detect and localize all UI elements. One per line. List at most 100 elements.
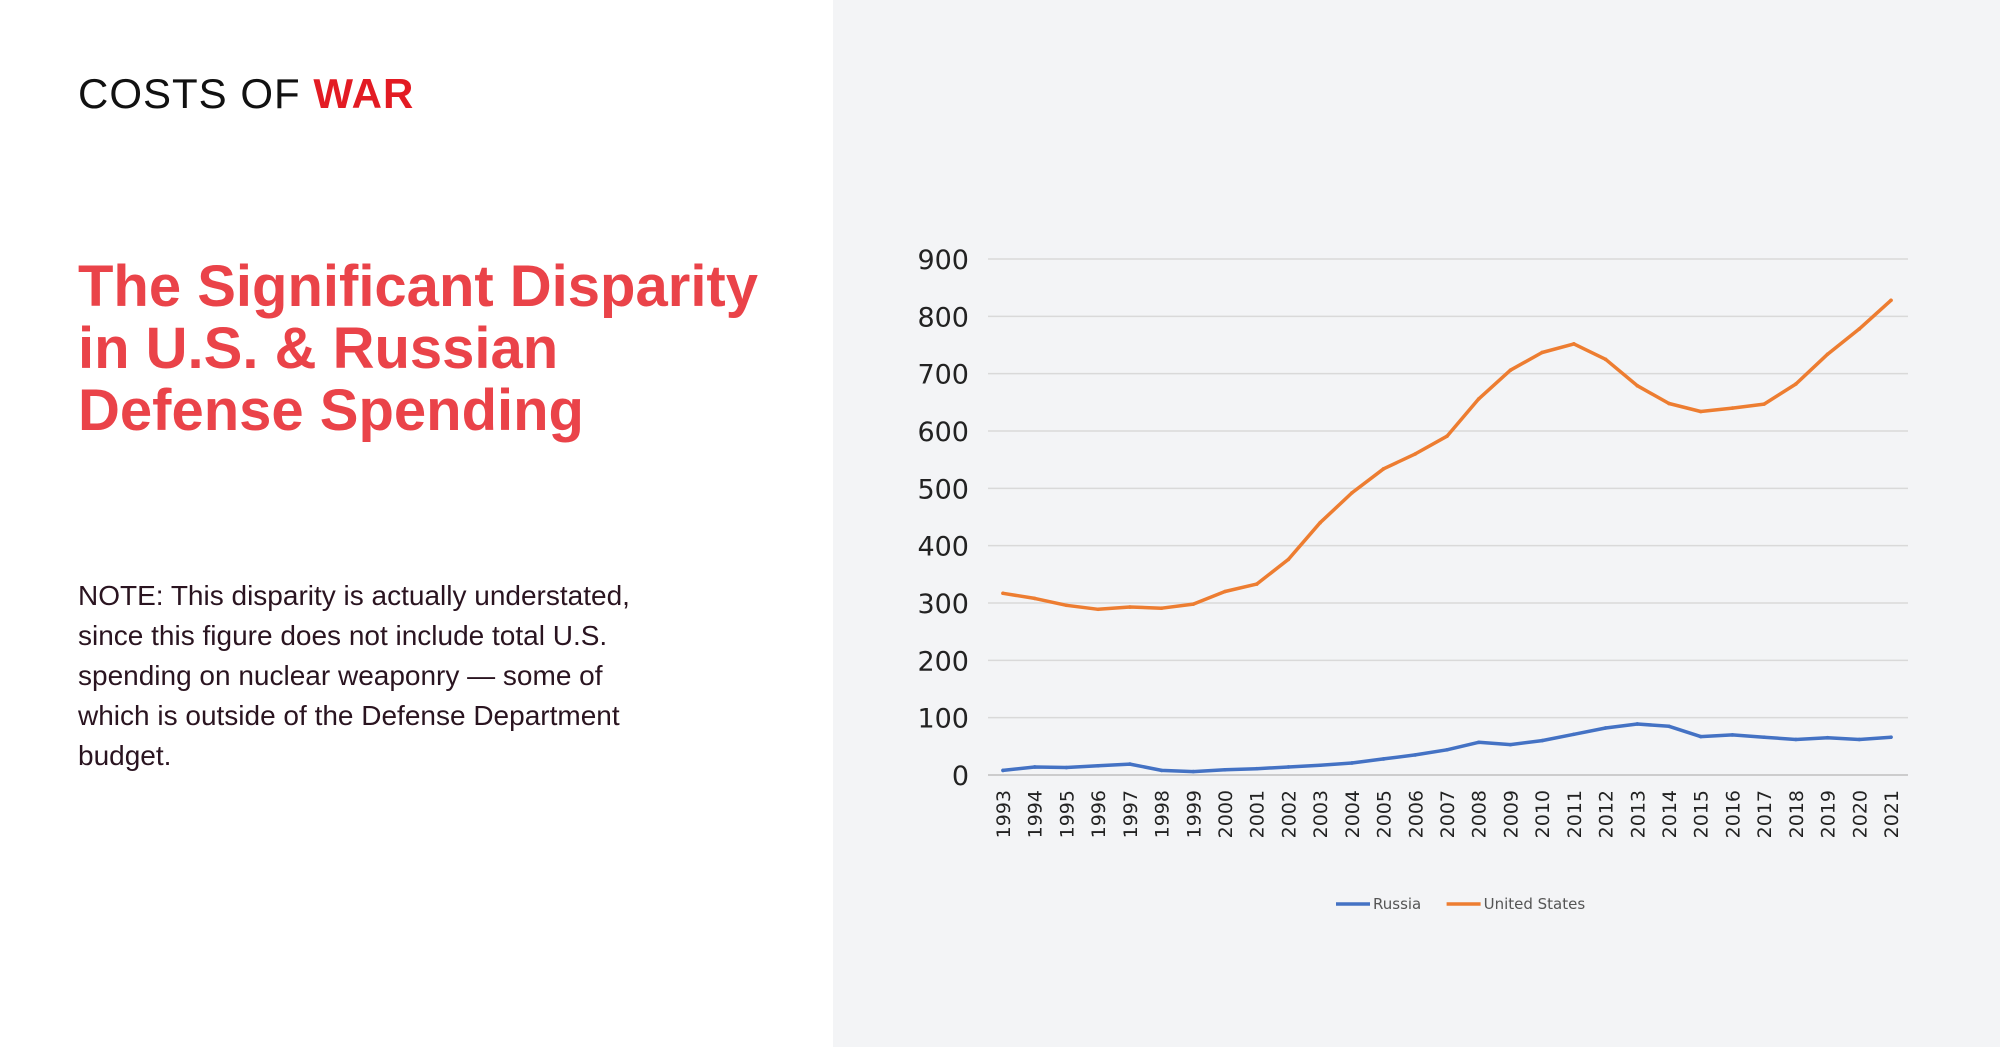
x-tick-label-2017: 2017 bbox=[1754, 790, 1776, 838]
y-tick-label-500: 500 bbox=[917, 474, 969, 505]
note-text: NOTE: This disparity is actually underst… bbox=[78, 580, 630, 771]
data-point-russia-2005 bbox=[1381, 757, 1386, 761]
data-point-united-states-1996 bbox=[1096, 607, 1100, 612]
data-point-united-states-2008 bbox=[1476, 397, 1481, 401]
x-tick-label-2021: 2021 bbox=[1881, 790, 1903, 838]
x-tick-label-2007: 2007 bbox=[1437, 790, 1459, 838]
data-point-united-states-1995 bbox=[1064, 603, 1069, 608]
data-point-united-states-2010 bbox=[1540, 350, 1544, 355]
data-point-united-states-2011 bbox=[1572, 342, 1576, 346]
x-tick-label-2015: 2015 bbox=[1691, 790, 1713, 838]
x-tick-label-2013: 2013 bbox=[1627, 790, 1649, 838]
data-point-united-states-2017 bbox=[1762, 402, 1766, 406]
brand-logo: COSTS OF WAR bbox=[78, 70, 414, 118]
data-point-russia-2010 bbox=[1540, 738, 1544, 743]
x-tick-label-2012: 2012 bbox=[1596, 790, 1618, 838]
data-point-russia-2019 bbox=[1825, 735, 1830, 740]
data-point-russia-2006 bbox=[1413, 753, 1418, 757]
data-point-russia-2011 bbox=[1572, 732, 1576, 737]
brand-emphasis: WAR bbox=[313, 70, 415, 117]
y-tick-label-700: 700 bbox=[917, 360, 969, 391]
data-point-russia-2013 bbox=[1635, 722, 1640, 726]
data-point-united-states-2000 bbox=[1223, 589, 1227, 594]
series-lines bbox=[1001, 298, 1893, 774]
data-point-russia-2020 bbox=[1857, 737, 1862, 742]
y-tick-label-400: 400 bbox=[917, 532, 969, 563]
data-point-russia-2004 bbox=[1350, 761, 1354, 765]
x-tick-label-1999: 1999 bbox=[1183, 790, 1205, 838]
x-tick-label-1995: 1995 bbox=[1056, 790, 1078, 838]
page-title: The Significant Disparity in U.S. & Russ… bbox=[78, 254, 758, 443]
data-point-russia-2021 bbox=[1889, 735, 1893, 739]
y-tick-label-900: 900 bbox=[917, 245, 969, 276]
data-point-united-states-2014 bbox=[1667, 401, 1671, 406]
data-point-united-states-2007 bbox=[1445, 434, 1449, 438]
data-point-russia-2002 bbox=[1286, 765, 1291, 769]
x-tick-label-1994: 1994 bbox=[1025, 790, 1047, 838]
data-point-united-states-2018 bbox=[1794, 382, 1798, 386]
data-point-united-states-2012 bbox=[1603, 357, 1608, 362]
data-point-russia-2015 bbox=[1698, 734, 1703, 739]
data-point-united-states-2006 bbox=[1413, 452, 1418, 456]
data-point-united-states-1994 bbox=[1032, 596, 1037, 601]
x-tick-label-2019: 2019 bbox=[1818, 790, 1840, 838]
legend: Russia United States bbox=[1336, 895, 1585, 913]
data-point-united-states-1997 bbox=[1128, 605, 1132, 609]
x-tick-label-2006: 2006 bbox=[1405, 790, 1427, 838]
x-tick-label-2005: 2005 bbox=[1374, 790, 1396, 838]
left-panel bbox=[0, 0, 833, 1047]
series-line-russia bbox=[1001, 722, 1893, 774]
y-axis-ticks: 0 100 200 300 400 500 600 700 800 900 bbox=[917, 245, 969, 792]
data-point-united-states-2020 bbox=[1857, 327, 1862, 331]
x-tick-label-2002: 2002 bbox=[1278, 790, 1300, 838]
x-tick-label-2014: 2014 bbox=[1659, 790, 1681, 838]
data-point-united-states-2021 bbox=[1889, 298, 1893, 303]
x-tick-label-1998: 1998 bbox=[1152, 790, 1174, 838]
data-point-united-states-2001 bbox=[1254, 582, 1259, 586]
data-point-russia-2008 bbox=[1476, 740, 1481, 745]
y-tick-label-600: 600 bbox=[917, 417, 969, 448]
data-point-united-states-1999 bbox=[1191, 602, 1196, 606]
legend-label-russia: Russia bbox=[1373, 895, 1421, 913]
data-point-russia-2003 bbox=[1318, 763, 1322, 768]
data-point-russia-1994 bbox=[1032, 765, 1037, 769]
data-point-united-states-2019 bbox=[1825, 352, 1830, 356]
data-point-russia-2014 bbox=[1667, 724, 1671, 729]
y-tick-label-300: 300 bbox=[917, 589, 969, 620]
data-point-united-states-2004 bbox=[1350, 491, 1354, 495]
data-point-russia-1999 bbox=[1191, 769, 1196, 774]
x-tick-label-1996: 1996 bbox=[1088, 790, 1110, 838]
brand-prefix: COSTS OF bbox=[78, 70, 301, 117]
data-point-russia-2017 bbox=[1762, 735, 1766, 739]
data-point-russia-1995 bbox=[1064, 765, 1069, 770]
x-axis-ticks: 1993 1994 1995 1996 1997 1998 1999 2000 2001 2002… bbox=[993, 790, 1903, 838]
x-tick-label-2020: 2020 bbox=[1849, 790, 1871, 838]
x-tick-label-2016: 2016 bbox=[1722, 790, 1744, 838]
y-tick-label-100: 100 bbox=[917, 704, 969, 735]
data-point-united-states-2015 bbox=[1698, 409, 1703, 414]
y-tick-label-200: 200 bbox=[917, 646, 969, 677]
x-tick-label-2000: 2000 bbox=[1215, 790, 1237, 838]
series-line-united-states bbox=[1001, 298, 1893, 612]
data-point-russia-2001 bbox=[1254, 766, 1259, 771]
data-point-united-states-2016 bbox=[1730, 406, 1735, 410]
x-tick-label-2003: 2003 bbox=[1310, 790, 1332, 838]
x-tick-label-2009: 2009 bbox=[1500, 790, 1522, 838]
data-point-united-states-2009 bbox=[1508, 368, 1513, 373]
data-point-russia-1997 bbox=[1128, 762, 1132, 766]
data-point-russia-2009 bbox=[1508, 742, 1513, 747]
x-tick-label-2018: 2018 bbox=[1786, 790, 1808, 838]
y-tick-label-800: 800 bbox=[917, 302, 969, 333]
data-point-russia-2016 bbox=[1730, 733, 1735, 737]
data-point-russia-2012 bbox=[1603, 726, 1608, 730]
data-point-united-states-2003 bbox=[1318, 520, 1322, 525]
legend-label-united-states: United States bbox=[1484, 895, 1586, 913]
y-tick-label-0: 0 bbox=[952, 761, 969, 792]
chart-panel bbox=[833, 0, 2000, 1047]
x-tick-label-2004: 2004 bbox=[1342, 790, 1364, 838]
data-point-russia-2018 bbox=[1794, 737, 1798, 742]
data-point-united-states-1993 bbox=[1001, 591, 1005, 596]
data-point-russia-2000 bbox=[1223, 768, 1227, 772]
data-point-russia-2007 bbox=[1445, 747, 1449, 752]
data-point-russia-1993 bbox=[1001, 768, 1005, 773]
